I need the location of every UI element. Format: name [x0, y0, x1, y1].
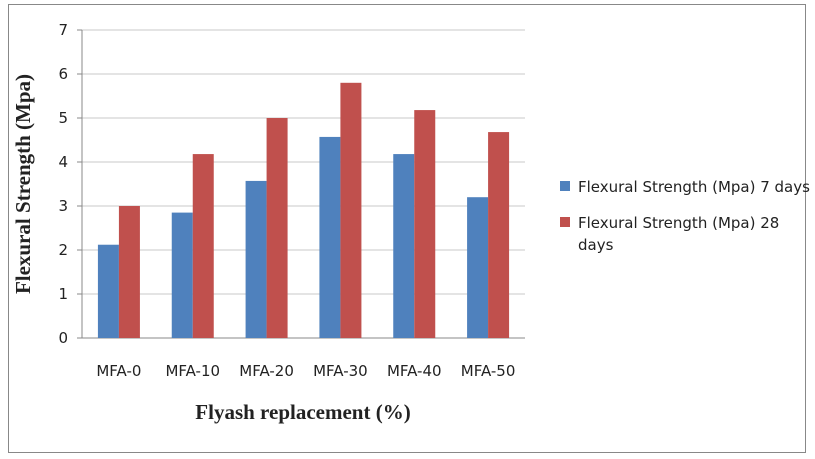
x-tick-label: MFA-10: [165, 362, 220, 380]
y-tick-label: 4: [58, 153, 68, 171]
bar: [266, 118, 288, 338]
bar: [393, 154, 415, 338]
legend: Flexural Strength (Mpa) 7 days Flexural S…: [560, 176, 810, 270]
legend-item: Flexural Strength (Mpa) 28 days: [560, 212, 810, 256]
x-axis-label: Flyash replacement (%): [195, 400, 410, 424]
legend-label: Flexural Strength (Mpa) 28 days: [578, 214, 780, 254]
legend-swatch: [560, 181, 570, 191]
y-tick-label: 2: [58, 241, 68, 259]
y-tick-label: 1: [58, 285, 68, 303]
bar: [319, 136, 341, 338]
x-tick-label: MFA-50: [461, 362, 516, 380]
y-tick-label: 3: [58, 197, 68, 215]
y-axis-label: Flexural Strength (Mpa): [11, 74, 35, 294]
y-tick-label: 6: [58, 65, 68, 83]
legend-label: Flexural Strength (Mpa) 7 days: [578, 178, 810, 196]
x-tick-label: MFA-40: [387, 362, 442, 380]
x-tick-label: MFA-0: [96, 362, 141, 380]
x-tick-label: MFA-30: [313, 362, 368, 380]
y-tick-label: 7: [58, 21, 68, 39]
bar: [414, 110, 436, 338]
legend-swatch: [560, 217, 570, 227]
y-tick-label: 0: [58, 329, 68, 347]
bar: [97, 244, 119, 338]
bar: [340, 82, 362, 338]
legend-item: Flexural Strength (Mpa) 7 days: [560, 176, 810, 198]
bar: [245, 180, 267, 338]
bar: [467, 197, 489, 338]
y-tick-label: 5: [58, 109, 68, 127]
bar: [171, 212, 193, 338]
bar: [118, 206, 140, 338]
bar: [488, 132, 510, 338]
x-tick-label: MFA-20: [239, 362, 294, 380]
bar: [192, 154, 214, 338]
